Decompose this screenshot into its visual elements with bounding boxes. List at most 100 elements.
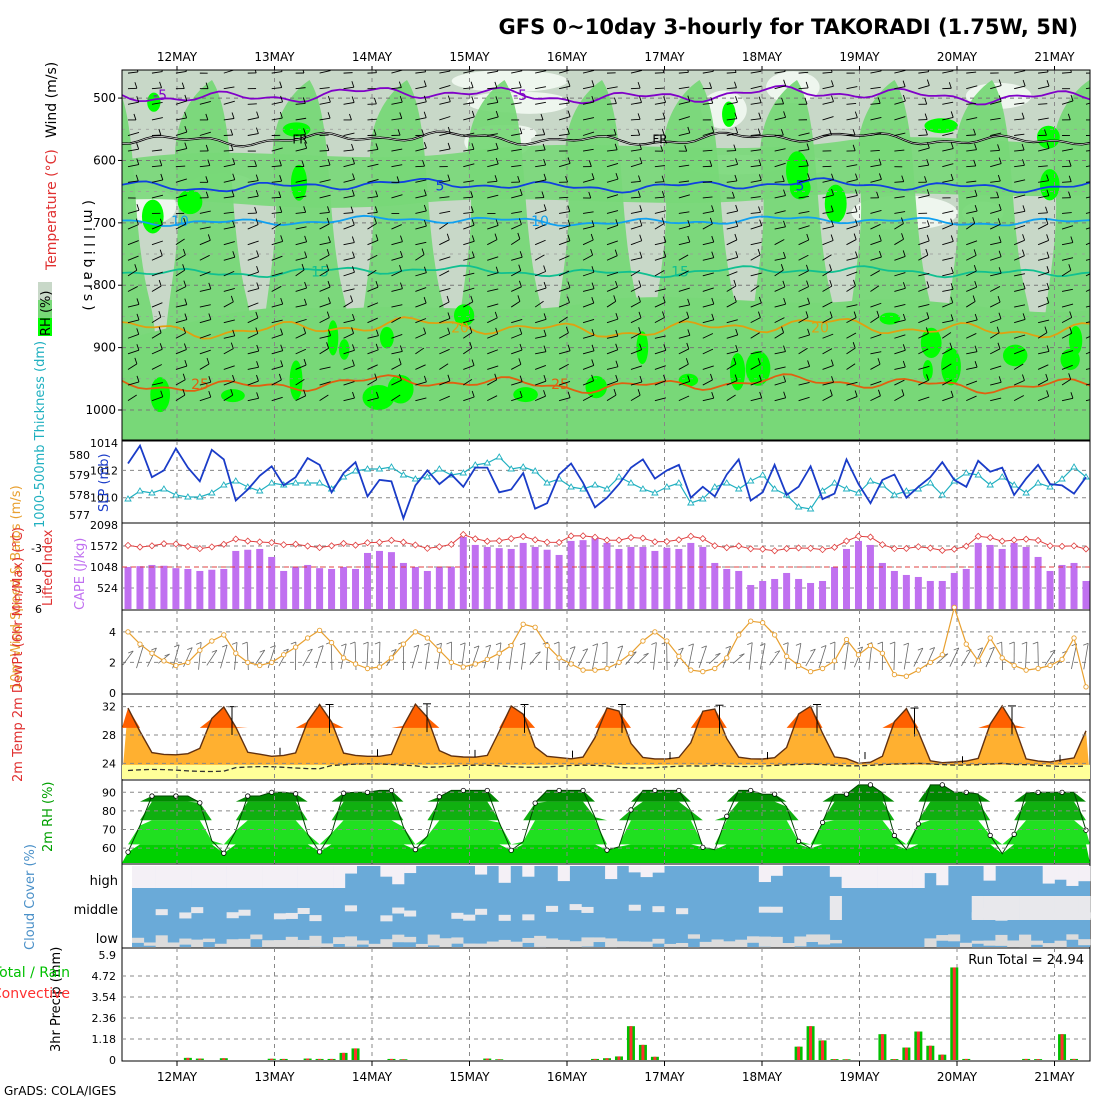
- wind-barb-feather: [398, 81, 402, 88]
- cape-bar: [579, 540, 587, 609]
- wind-barb-staff: [559, 85, 571, 90]
- wind-barb-feather: [709, 217, 713, 225]
- wind-barb-staff: [654, 380, 666, 386]
- high-cloud-gap: [640, 866, 653, 878]
- wind-barb-staff: [1061, 242, 1073, 246]
- wind-barb-staff: [511, 164, 522, 168]
- wind-barb-staff: [702, 333, 714, 339]
- wind-barb-feather: [639, 205, 643, 212]
- wind-barb-feather: [852, 342, 856, 349]
- cape-bar: [735, 570, 743, 609]
- wind-barb-staff: [511, 286, 522, 292]
- wind-barb-feather: [759, 391, 763, 399]
- wind-barb-staff: [606, 118, 617, 121]
- wind-barb-staff: [439, 380, 451, 386]
- wind-barb-staff: [654, 241, 666, 246]
- thickness-point: [627, 479, 635, 486]
- wind-barb-feather: [232, 173, 236, 180]
- wind-barb-staff: [247, 380, 259, 386]
- wind-barb-staff: [343, 257, 355, 261]
- wind-barb-staff: [247, 195, 259, 199]
- high-cloud-gap: [132, 866, 145, 888]
- wind-barb-feather: [997, 295, 1001, 303]
- wind-barb-staff: [175, 269, 185, 277]
- wind-barb-staff: [1085, 102, 1090, 105]
- freezing-contour-core: [122, 131, 1090, 147]
- surface-wind-feather: [535, 651, 541, 655]
- wind-barb-staff: [1014, 273, 1026, 277]
- wind-barb-staff: [678, 304, 690, 308]
- cape-bar: [914, 576, 922, 609]
- lifted-index-point: [735, 542, 743, 550]
- temp-tick-label: 24: [102, 757, 116, 770]
- wind-barb-staff: [966, 319, 978, 324]
- wind-barb-staff: [463, 163, 475, 168]
- precip-convective-bar: [330, 1058, 334, 1060]
- wind-barb-feather: [661, 217, 665, 224]
- lifted-index-point: [519, 532, 527, 540]
- wind-barb-feather: [1021, 112, 1025, 119]
- wind-barb-feather: [615, 329, 619, 337]
- wind-barb-feather: [591, 344, 595, 351]
- lifted-index-point: [447, 540, 455, 548]
- wind-barb-staff: [582, 334, 595, 339]
- wind-barb-feather: [1095, 376, 1097, 382]
- wind-speed-point: [580, 667, 586, 673]
- wind-barb-feather: [424, 70, 427, 72]
- rh-point: [628, 807, 634, 813]
- wind-barb-staff: [990, 241, 1002, 246]
- wind-barb-staff: [175, 365, 187, 370]
- cape-bar: [902, 574, 910, 609]
- wind-barb-feather: [1068, 264, 1072, 271]
- date-label: 13MAY: [254, 50, 295, 64]
- low-cloud-gap: [747, 936, 760, 943]
- wind-barb-staff: [1014, 102, 1025, 105]
- surface-wind-feather: [1049, 649, 1056, 653]
- wind-barb-staff: [534, 271, 546, 277]
- middle-cloud-gap: [971, 896, 984, 920]
- cape-bar: [795, 578, 803, 609]
- surface-wind-feather: [459, 642, 466, 646]
- thickness-point: [962, 469, 971, 476]
- wind-barb-staff: [247, 350, 259, 355]
- wind-barb-feather: [256, 392, 260, 399]
- wind-barb-staff: [966, 351, 978, 355]
- lifted-index-point: [1034, 536, 1042, 544]
- wind-barb-staff: [606, 210, 619, 214]
- wind-barb-feather: [230, 128, 234, 136]
- wind-barb-feather: [925, 248, 929, 256]
- wind-barb-staff: [319, 241, 331, 246]
- lifted-index-point: [435, 543, 443, 551]
- thickness-point: [806, 505, 815, 512]
- wind-barb-feather: [447, 142, 451, 150]
- wind-barb-staff: [127, 164, 139, 168]
- wind-barb-feather: [517, 175, 521, 183]
- wind-barb-feather: [304, 251, 308, 258]
- lifted-index-point: [136, 543, 144, 551]
- cape-bar: [1022, 546, 1030, 609]
- wind-barb-feather: [1044, 326, 1048, 333]
- wind-barb-staff: [630, 162, 643, 168]
- lifted-index-point: [986, 534, 994, 542]
- wind-barb-staff: [630, 317, 642, 324]
- wind-speed-point: [412, 629, 419, 635]
- wind-barb-feather: [757, 128, 761, 135]
- low-cloud-gap: [155, 935, 168, 949]
- wind-barb-staff: [319, 302, 331, 308]
- wind-barb-staff: [846, 257, 858, 261]
- wind-barb-feather: [829, 389, 833, 396]
- thickness-point: [758, 471, 767, 478]
- wind-barb-feather: [519, 251, 523, 258]
- surface-wind-feather: [211, 649, 218, 653]
- temp-grid: [122, 694, 1090, 780]
- wind-barb-feather: [734, 174, 738, 182]
- wind-barb-staff: [654, 317, 665, 324]
- wind-barb-staff: [319, 286, 331, 292]
- temperature-contour: [122, 373, 1090, 395]
- wind-barb-staff: [415, 165, 425, 168]
- wind-barb-feather: [518, 81, 522, 88]
- wind-barb-feather: [1092, 67, 1094, 73]
- run-total: Run Total = 24.94: [968, 953, 1084, 968]
- wind-barb-staff: [295, 211, 306, 214]
- wind-barb-feather: [1068, 191, 1071, 198]
